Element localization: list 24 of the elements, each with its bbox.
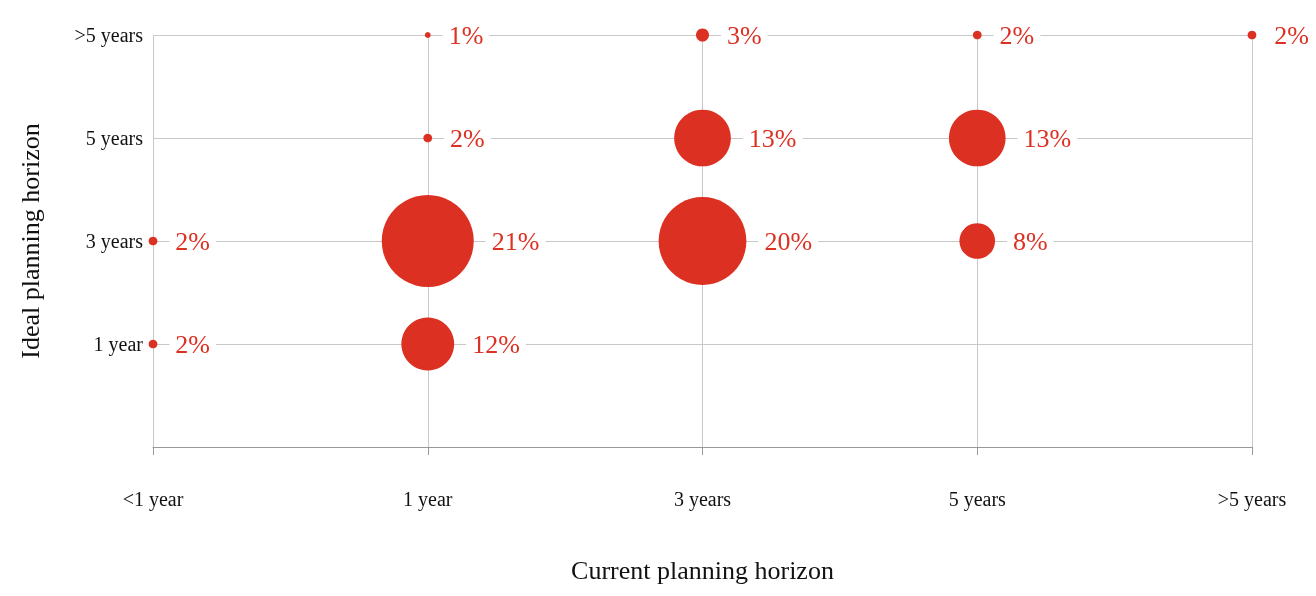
annotation: 20% <box>764 226 813 256</box>
y-tick-label: 1 year <box>93 333 144 356</box>
x-tick-label: >5 years <box>1217 488 1287 511</box>
y-axis-title: Ideal planning horizon <box>15 123 45 359</box>
annotation: 21% <box>491 226 540 256</box>
annotation: 8% <box>1013 226 1048 256</box>
annotation: 12% <box>472 329 520 359</box>
y-tick-label: 3 years <box>85 230 144 253</box>
annotation: 13% <box>748 123 797 153</box>
annotation: 2% <box>999 20 1035 50</box>
y-tick-label: 5 years <box>85 127 144 150</box>
x-tick-label: 1 year <box>403 488 453 511</box>
annotation: 2% <box>175 226 211 256</box>
x-tick-label: 5 years <box>948 488 1007 511</box>
annotation: 2% <box>175 329 211 359</box>
annotation: 1% <box>448 20 484 50</box>
annotation: 13% <box>1023 123 1072 153</box>
annotation: 3% <box>727 20 762 50</box>
y-tick-label: >5 years <box>74 24 144 47</box>
x-axis-title: Current planning horizon <box>571 555 834 585</box>
annotation: 2% <box>450 123 485 153</box>
x-tick-label: 3 years <box>673 488 732 511</box>
annotation: 2% <box>1274 20 1310 50</box>
x-tick-label: <1 year <box>122 488 184 511</box>
